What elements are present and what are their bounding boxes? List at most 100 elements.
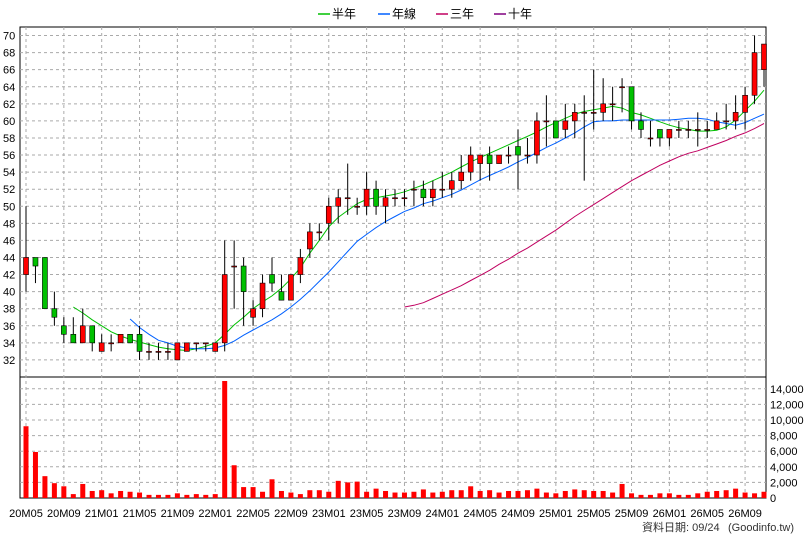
- volume-bar: [657, 493, 663, 498]
- legend-label: 十年: [508, 7, 532, 21]
- price-plot-area: [19, 26, 767, 378]
- volume-tick-label: 6,000: [770, 446, 798, 458]
- time-tick-label: 21M01: [85, 508, 119, 520]
- candle: [136, 325, 143, 360]
- volume-tick-label: 10,000: [770, 415, 804, 427]
- price-tick-label: 66: [3, 65, 15, 77]
- volume-bar: [629, 493, 635, 498]
- volume-bar: [420, 489, 426, 498]
- volume-tick-label: 8,000: [770, 431, 798, 443]
- volume-bar: [553, 493, 559, 498]
- volume-bar: [155, 494, 161, 498]
- volume-bar: [685, 494, 691, 498]
- volume-bar: [269, 479, 275, 498]
- legend-item-ma-year: 年線: [378, 6, 416, 21]
- volume-bar: [193, 494, 199, 498]
- volume-tick-label: 2,000: [770, 477, 798, 489]
- volume-bar: [373, 488, 379, 498]
- candle: [534, 112, 540, 164]
- volume-bar: [723, 490, 729, 498]
- volume-bar: [260, 491, 266, 498]
- volume-bar: [127, 491, 133, 498]
- candle: [127, 334, 133, 344]
- legend-item-ma-three: 三年: [436, 7, 474, 21]
- price-tick-label: 50: [3, 201, 15, 213]
- candle: [344, 163, 351, 215]
- candle: [732, 95, 739, 130]
- volume-bar: [581, 490, 587, 498]
- candle: [401, 189, 408, 207]
- candle: [221, 240, 228, 352]
- volume-tick-label: 4,000: [770, 462, 798, 474]
- candle: [307, 223, 313, 258]
- candle: [174, 342, 181, 361]
- candle: [373, 180, 379, 215]
- price-tick-label: 70: [3, 31, 15, 43]
- volume-bar: [477, 490, 483, 498]
- volume-bar: [449, 490, 455, 498]
- volume-bar: [401, 492, 407, 498]
- volume-bars: [23, 381, 767, 498]
- volume-bar: [610, 492, 616, 498]
- volume-bar: [203, 494, 209, 498]
- candle: [202, 342, 209, 352]
- candle: [609, 86, 616, 121]
- price-tick-label: 38: [3, 304, 15, 316]
- volume-bar: [212, 494, 218, 498]
- candle: [657, 129, 663, 147]
- price-tick-label: 58: [3, 133, 15, 145]
- candle: [676, 120, 682, 138]
- volume-bar: [638, 494, 644, 498]
- volume-bar: [524, 490, 530, 498]
- candle: [590, 69, 597, 130]
- candle: [761, 43, 767, 87]
- candle: [335, 189, 342, 224]
- volume-bar: [222, 381, 228, 498]
- candle: [79, 308, 86, 344]
- time-tick-label: 22M01: [198, 508, 232, 520]
- volume-bar: [439, 491, 445, 498]
- volume-bar: [733, 488, 739, 498]
- volume-bar: [80, 483, 86, 498]
- candle: [89, 325, 96, 352]
- ma-three-line: [404, 123, 765, 308]
- candle: [543, 95, 550, 147]
- volume-tick-label: 0: [770, 493, 776, 505]
- volume-bar: [534, 488, 540, 498]
- candle: [146, 342, 152, 360]
- time-tick-label: 23M05: [350, 508, 384, 520]
- volume-bar: [354, 481, 360, 498]
- price-tick-label: 54: [3, 167, 15, 179]
- volume-bar: [458, 490, 464, 498]
- candle: [193, 342, 200, 352]
- candle: [704, 120, 711, 138]
- time-tick-label: 24M01: [425, 508, 459, 520]
- legend-label: 三年: [450, 7, 474, 21]
- candle: [505, 146, 512, 164]
- volume-bar: [676, 494, 682, 498]
- volume-tick-label: 12,000: [770, 399, 804, 411]
- candle: [420, 180, 427, 207]
- grid-lines: [20, 27, 766, 498]
- ma-year-line: [129, 113, 765, 350]
- candle: [316, 223, 323, 241]
- price-tick-label: 42: [3, 270, 15, 282]
- price-tick-label: 34: [3, 338, 15, 350]
- candle: [751, 35, 758, 104]
- candle: [212, 342, 219, 352]
- volume-bar: [430, 492, 436, 498]
- price-tick-label: 56: [3, 150, 15, 162]
- volume-bar: [70, 494, 76, 498]
- candle: [562, 103, 569, 138]
- candle: [184, 342, 190, 352]
- price-tick-label: 64: [3, 82, 15, 94]
- candle: [619, 78, 625, 113]
- volume-bar: [364, 491, 370, 498]
- legend-label: 半年: [332, 7, 356, 21]
- volume-bar: [591, 490, 597, 498]
- volume-bar: [695, 493, 701, 498]
- volume-bar: [543, 492, 549, 498]
- time-tick-label: 25M05: [577, 508, 611, 520]
- volume-bar: [89, 490, 95, 498]
- volume-bar: [647, 494, 653, 498]
